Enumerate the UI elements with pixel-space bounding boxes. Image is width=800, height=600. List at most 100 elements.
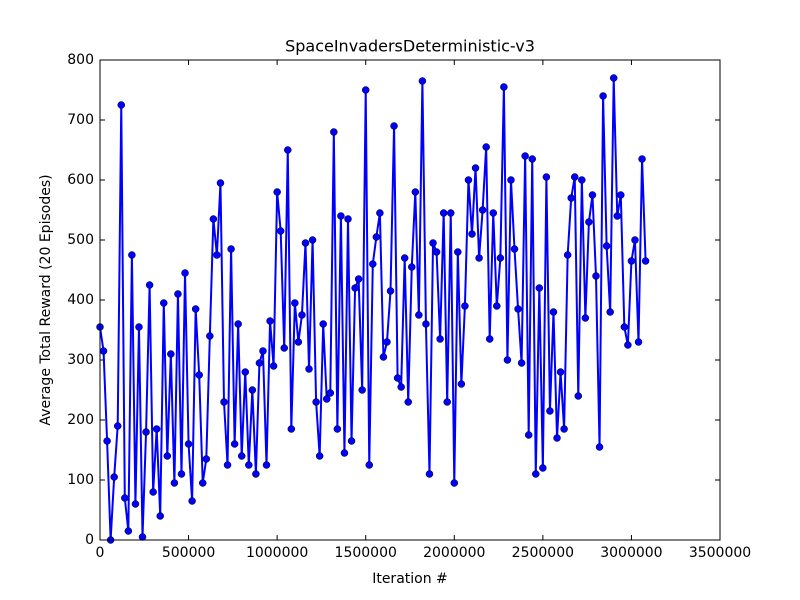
y-tick-label: 100 [67, 472, 94, 488]
data-point [145, 281, 154, 289]
y-tick-label: 800 [67, 52, 94, 68]
data-point [503, 356, 512, 364]
data-point [528, 155, 536, 163]
x-tick-label: 500000 [162, 545, 215, 561]
data-point [517, 359, 526, 367]
data-point [315, 452, 324, 460]
data-point [436, 335, 444, 343]
data-point [556, 368, 565, 376]
data-point [578, 176, 586, 184]
x-tick-label: 2000000 [423, 545, 485, 561]
data-point [216, 179, 225, 187]
data-point [574, 392, 583, 400]
data-point [241, 368, 250, 376]
data-point [411, 188, 420, 196]
data-point [113, 422, 122, 430]
data-point [609, 74, 618, 82]
data-point [340, 449, 349, 457]
data-point [287, 425, 296, 433]
data-point [496, 254, 505, 262]
data-point [206, 332, 214, 340]
data-point [535, 284, 544, 292]
data-point [117, 101, 126, 109]
x-axis-label: Iteration # [372, 571, 448, 587]
data-point [262, 461, 271, 469]
y-tick-label: 200 [67, 412, 94, 428]
data-point [124, 527, 133, 535]
data-point [400, 254, 409, 262]
data-point [429, 239, 437, 247]
data-point [475, 254, 483, 262]
data-point [560, 425, 568, 433]
data-point [592, 272, 600, 280]
data-point [230, 440, 239, 448]
data-point [450, 479, 459, 487]
data-point [617, 191, 625, 199]
data-point [464, 176, 473, 184]
data-point [227, 245, 235, 253]
data-point [308, 236, 317, 244]
data-point [567, 194, 575, 202]
data-point [570, 173, 579, 181]
data-point [369, 260, 377, 268]
data-point [606, 308, 614, 316]
data-point [273, 188, 281, 196]
data-point [298, 311, 306, 319]
y-tick-label: 700 [67, 112, 94, 128]
data-point [191, 305, 200, 313]
chart-title: SpaceInvadersDeterministic-v3 [285, 37, 535, 56]
data-point [624, 341, 632, 349]
data-point [184, 440, 193, 448]
data-point [553, 434, 561, 442]
data-point [372, 233, 381, 241]
data-point [546, 407, 554, 415]
data-point [294, 338, 303, 346]
data-point [532, 470, 540, 478]
data-point [514, 305, 522, 313]
data-point [482, 143, 490, 151]
data-point [152, 425, 161, 433]
data-point [337, 212, 345, 220]
data-point [344, 215, 352, 223]
data-point [319, 320, 327, 328]
data-point [276, 227, 285, 235]
data-point [181, 269, 189, 277]
x-tick-label: 0 [96, 545, 105, 561]
data-point [209, 215, 218, 223]
data-point [602, 242, 611, 250]
data-point [103, 437, 111, 445]
data-point [390, 122, 398, 130]
data-point [138, 533, 147, 541]
x-tick-label: 1500000 [335, 545, 397, 561]
data-point [418, 77, 427, 85]
data-point [393, 374, 402, 382]
data-point [361, 86, 370, 94]
data-point [365, 461, 374, 469]
data-point [149, 488, 157, 496]
data-point [234, 320, 242, 328]
data-point [379, 353, 388, 361]
data-point [524, 431, 533, 439]
data-point [280, 344, 288, 352]
data-point [177, 470, 186, 478]
data-point [223, 461, 232, 469]
data-point [415, 311, 423, 319]
data-point [585, 218, 593, 226]
data-point [588, 191, 597, 199]
x-tick-label: 3000000 [600, 545, 662, 561]
data-point [549, 308, 558, 316]
data-point [135, 323, 143, 331]
data-point [542, 173, 551, 181]
data-point [237, 452, 246, 460]
data-point [326, 389, 335, 397]
data-point [461, 302, 469, 310]
data-point [613, 212, 622, 220]
data-point [351, 284, 359, 292]
data-point [507, 176, 515, 184]
data-point [167, 350, 175, 358]
data-point [202, 455, 211, 463]
data-point [220, 398, 228, 406]
data-point [174, 290, 182, 298]
data-point [156, 512, 164, 520]
